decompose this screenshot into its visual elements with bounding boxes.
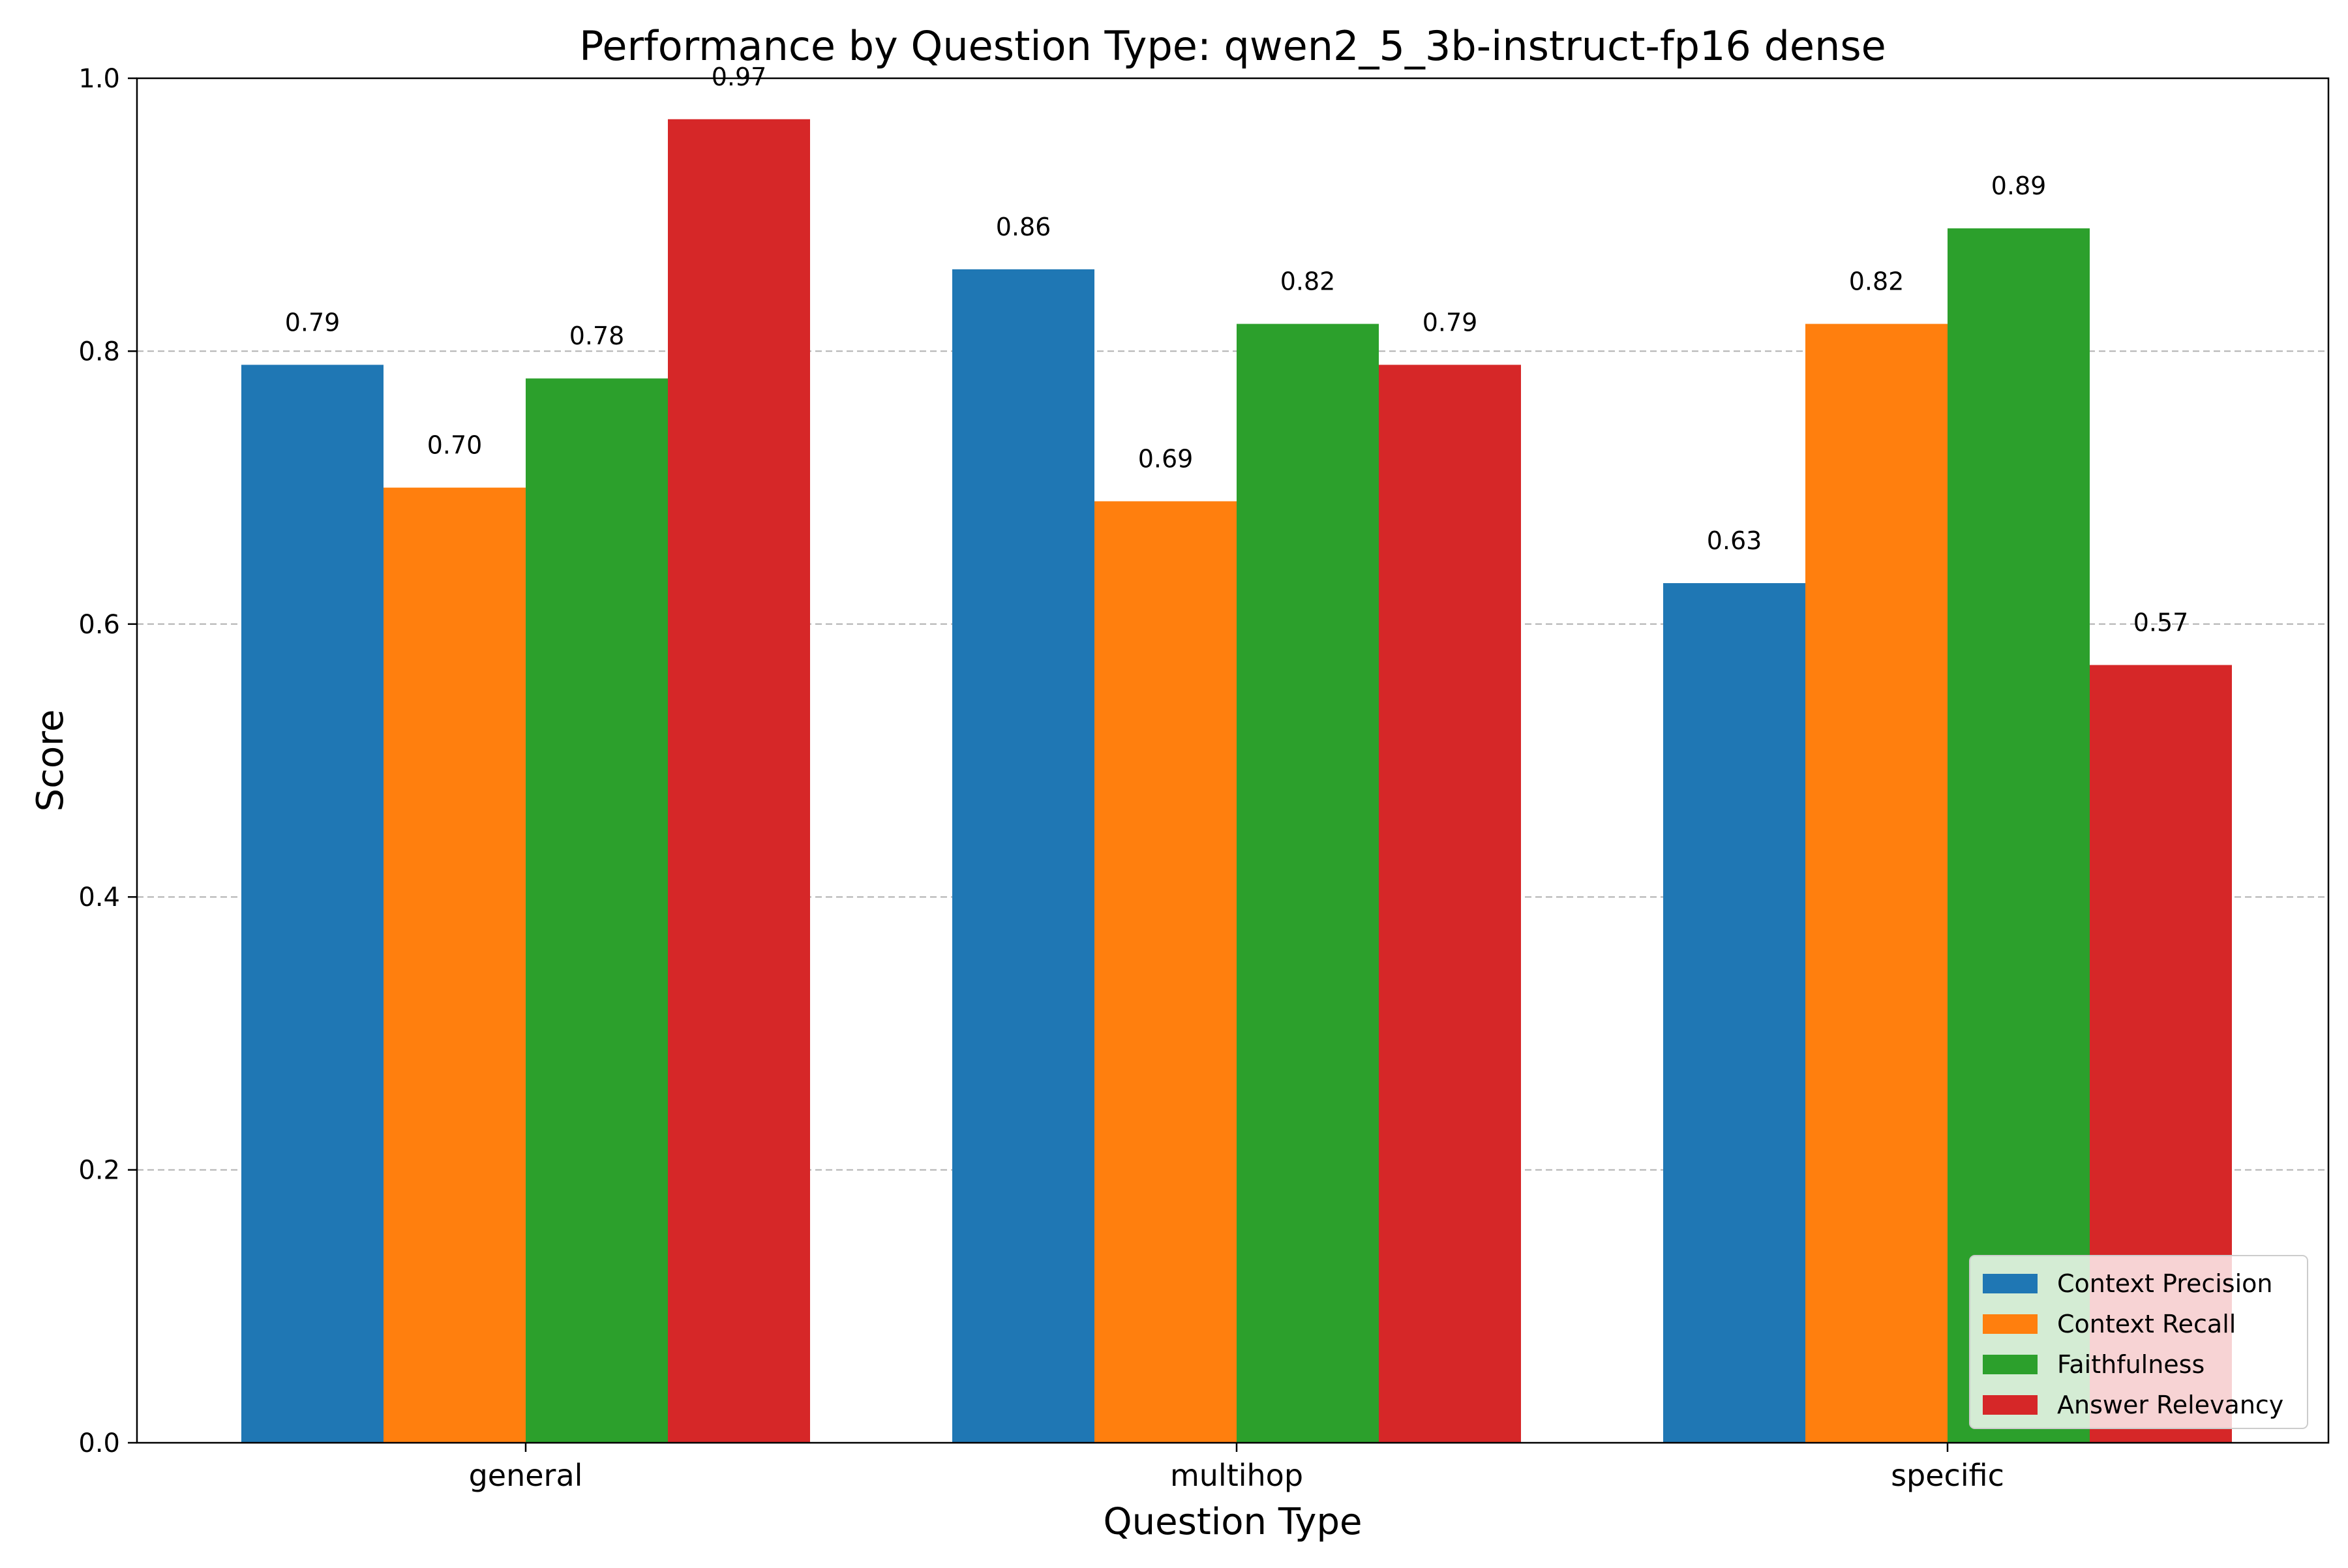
data-label: 0.97 <box>712 63 767 91</box>
legend-label: Faithfulness <box>2057 1350 2205 1379</box>
bar-answer-relevancy-multihop <box>1379 365 1521 1443</box>
data-labels: 0.79 0.70 0.78 0.97 0.86 0.69 0.82 0.79 0.63 0.82… <box>285 63 2189 637</box>
bar-context-recall-multihop <box>1094 501 1237 1443</box>
x-axis: general multihop specific <box>469 1443 2004 1493</box>
bar-context-precision-specific <box>1663 583 1805 1443</box>
bar-answer-relevancy-general <box>668 119 810 1443</box>
y-tick-label: 0.4 <box>78 882 120 912</box>
data-label: 0.78 <box>569 322 625 350</box>
data-label: 0.70 <box>427 431 483 460</box>
y-tick-label: 0.8 <box>78 337 120 367</box>
x-tick-label: general <box>469 1458 583 1493</box>
y-tick-label: 0.0 <box>78 1428 120 1458</box>
legend-label: Context Precision <box>2057 1269 2273 1298</box>
legend-box <box>1969 1255 2308 1429</box>
bar-faithfulness-specific <box>1948 228 2090 1443</box>
data-label: 0.86 <box>996 213 1051 241</box>
bar-faithfulness-multihop <box>1237 324 1379 1443</box>
chart-title: Performance by Question Type: qwen2_5_3b… <box>579 22 1886 70</box>
bars <box>241 119 2232 1443</box>
y-tick-label: 0.6 <box>78 610 120 640</box>
bar-context-recall-specific <box>1805 324 1948 1443</box>
legend-label: Context Recall <box>2057 1310 2236 1338</box>
y-tick-label: 0.2 <box>78 1156 120 1186</box>
bar-context-recall-general <box>384 487 526 1443</box>
bar-context-precision-general <box>241 365 384 1443</box>
plot-frame <box>136 77 2330 1444</box>
data-label: 0.82 <box>1849 267 1904 296</box>
data-label: 0.63 <box>1707 526 1762 555</box>
y-axis: 0.0 0.2 0.4 0.6 0.8 1.0 <box>78 64 137 1458</box>
data-label: 0.79 <box>285 308 340 337</box>
data-label: 0.57 <box>2133 609 2189 637</box>
legend: Context Precision Context Recall Faithfuln… <box>1969 1255 2308 1429</box>
bar-faithfulness-general <box>526 378 668 1443</box>
legend-swatch <box>1983 1314 2038 1334</box>
data-label: 0.69 <box>1138 445 1194 474</box>
y-axis-label: Score <box>29 710 72 812</box>
legend-label: Answer Relevancy <box>2057 1391 2283 1419</box>
y-tick-label: 1.0 <box>78 64 120 94</box>
legend-swatch <box>1983 1395 2038 1415</box>
bar-context-precision-multihop <box>952 269 1094 1443</box>
legend-swatch <box>1983 1274 2038 1293</box>
x-tick-label: multihop <box>1170 1458 1303 1493</box>
x-axis-label: Question Type <box>1104 1501 1362 1543</box>
data-label: 0.79 <box>1422 308 1478 337</box>
x-tick-label: specific <box>1891 1458 2004 1493</box>
data-label: 0.89 <box>1991 172 2047 200</box>
data-label: 0.82 <box>1280 267 1336 296</box>
legend-swatch <box>1983 1355 2038 1374</box>
